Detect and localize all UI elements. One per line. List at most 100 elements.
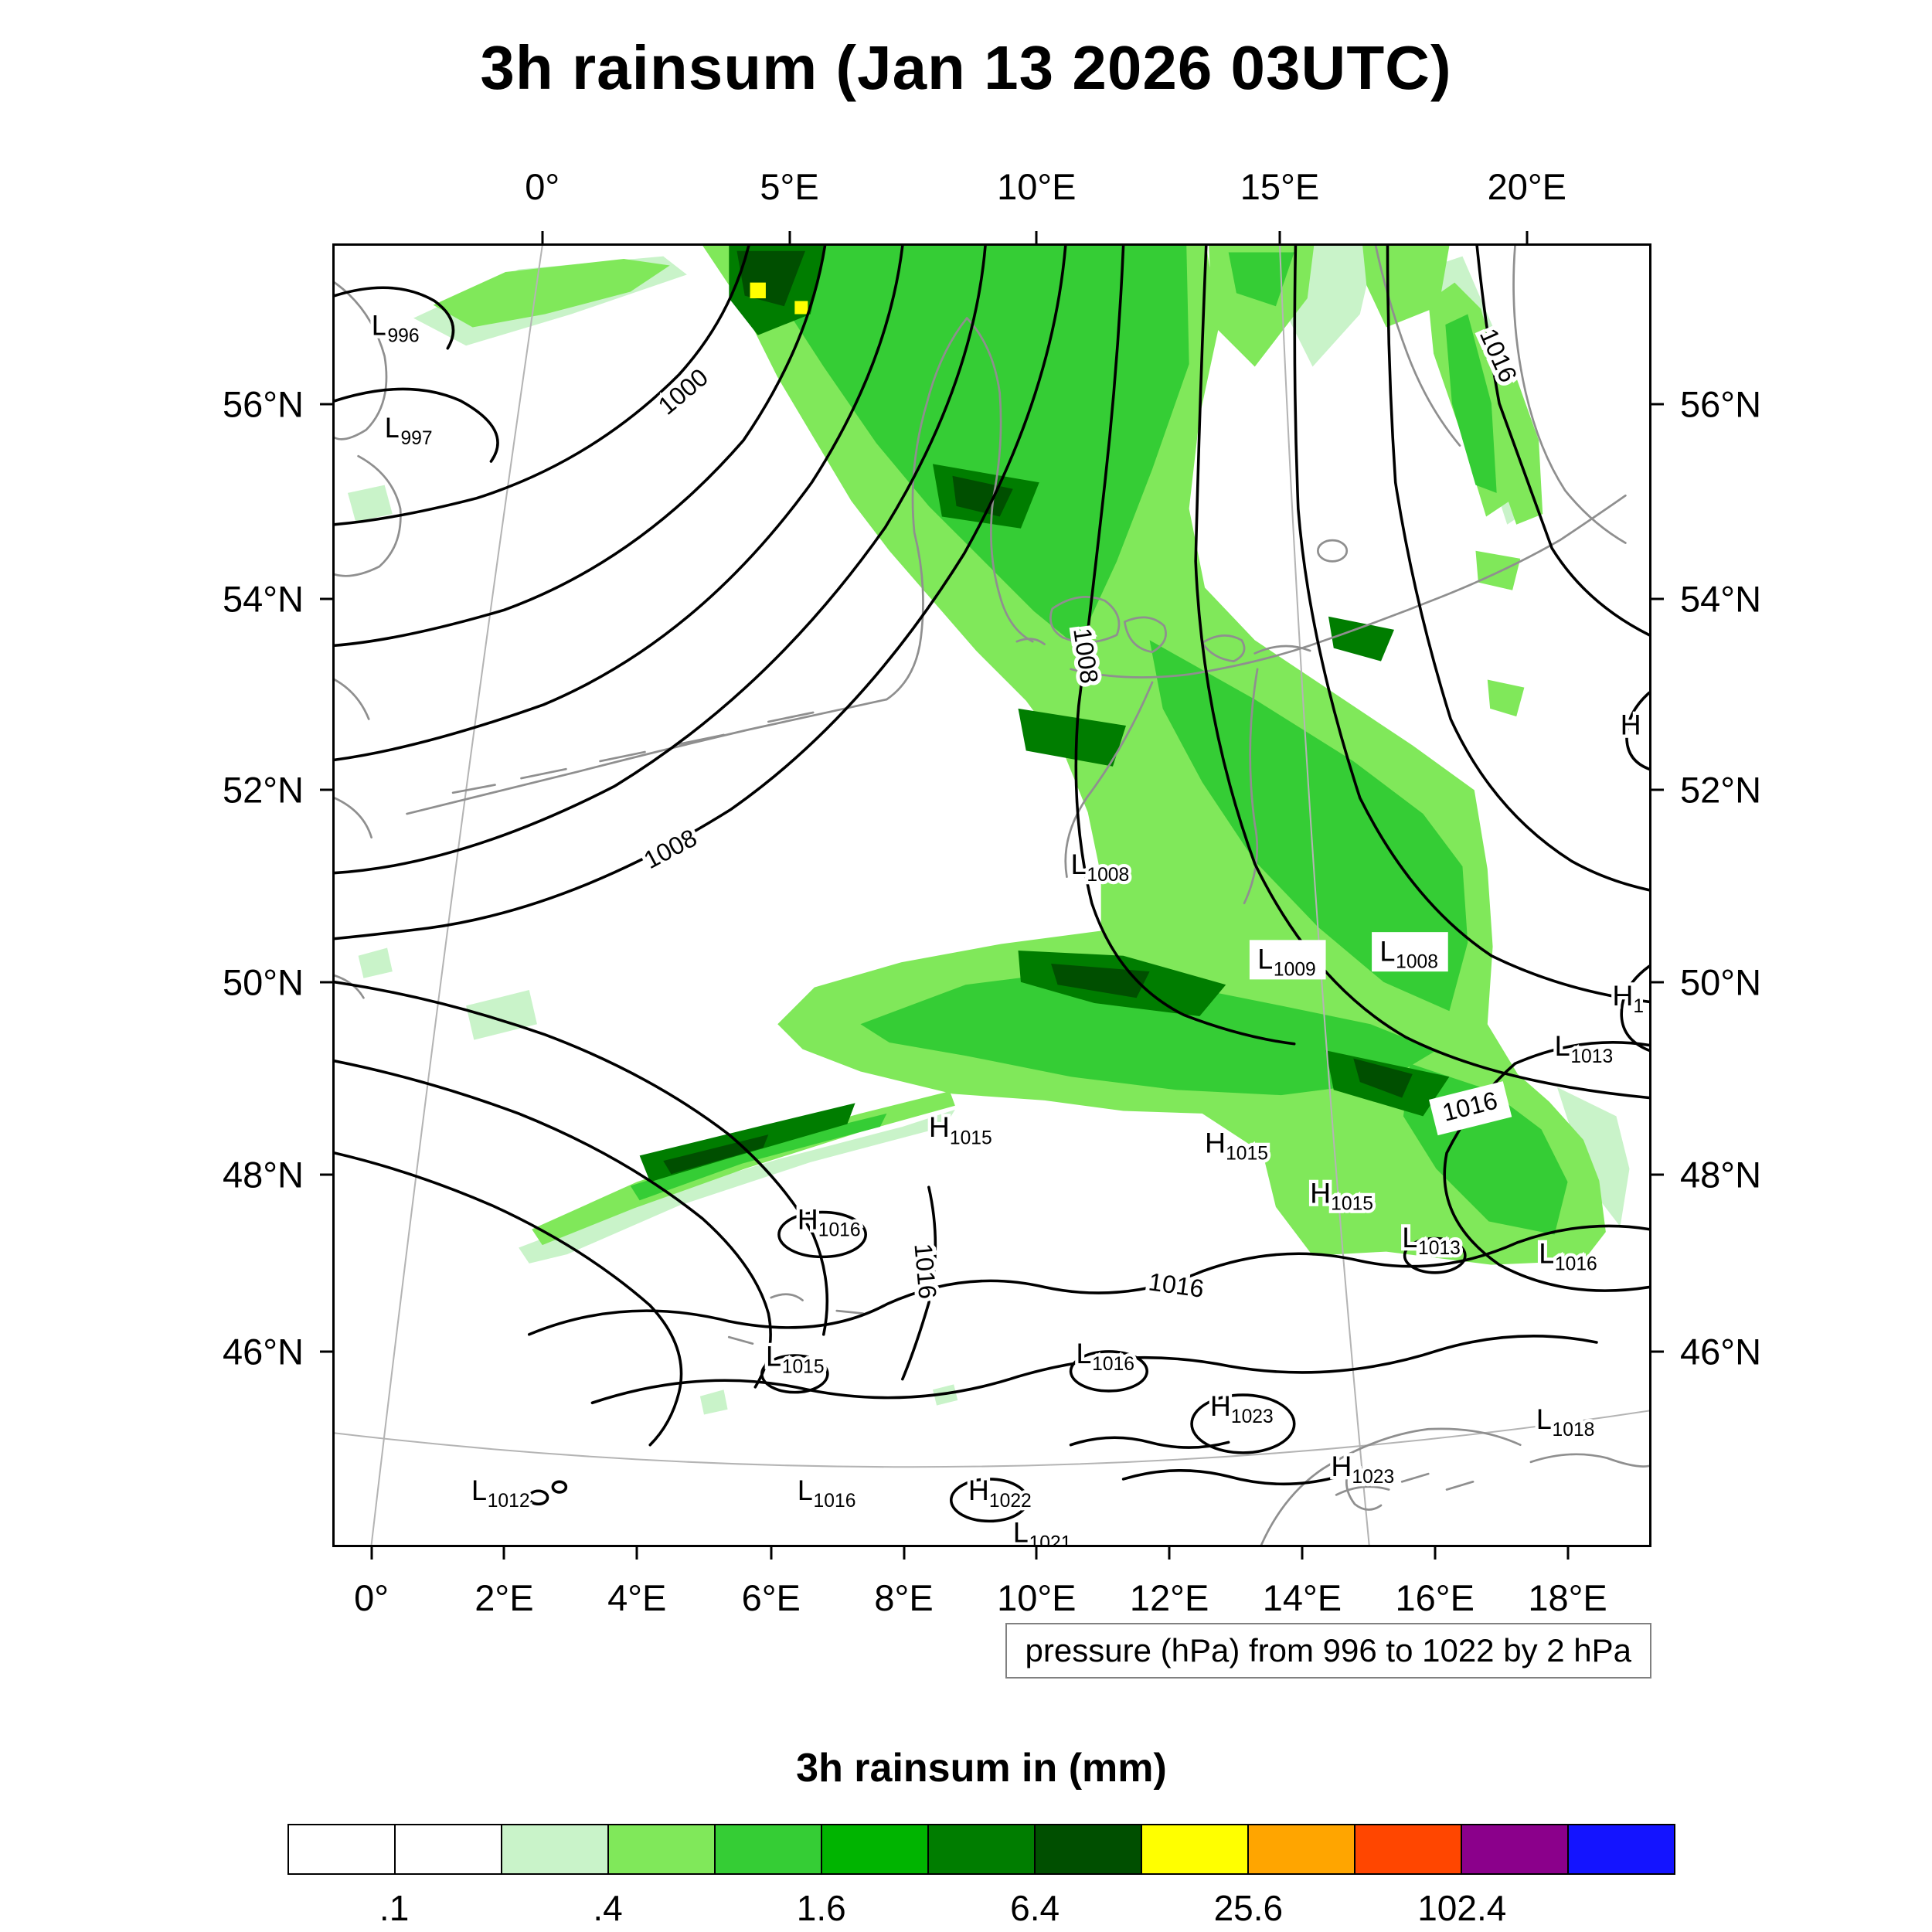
precip-area-medium (1445, 314, 1497, 493)
coastline (1374, 246, 1461, 447)
axis-tick-label: 10°E (997, 166, 1077, 207)
pressure-contour (1620, 964, 1649, 1053)
axis-tick-label: 6°E (741, 1577, 801, 1618)
axis-tick-label: 46°N (1680, 1331, 1762, 1372)
axis-tick-label: 18°E (1528, 1577, 1607, 1618)
coastline (1015, 638, 1046, 645)
pressure-center-l1012: L1012 (468, 1471, 533, 1515)
colorbar-segment (287, 1824, 396, 1875)
colorbar-title: 3h rainsum in (mm) (796, 1746, 1167, 1791)
precip-area-pale (519, 1109, 955, 1264)
pressure-contour-legend: pressure (hPa) from 996 to 1022 by 2 hPa (1005, 1623, 1651, 1679)
colorbar (287, 1824, 1675, 1875)
axis-tick (903, 1547, 906, 1560)
svg-text:L1015: L1015 (766, 1339, 825, 1377)
contour-label: 1016 (905, 1238, 945, 1304)
pressure-contour (335, 246, 827, 648)
axis-tick-label: 20°E (1487, 166, 1567, 207)
colorbar-labels: .1 .4 1.6 6.4 25.6 102.4 (287, 1887, 1675, 1930)
svg-text:H1015: H1015 (1310, 1176, 1373, 1214)
map-plot-area: 1000 1008 1008 1016 1016 1016 1016 L996 L997 L100… (223, 166, 1761, 1618)
axis-tick-label: 54°N (222, 578, 304, 620)
precip-area-vdark (1051, 963, 1150, 998)
pressure-center-l1016: L1016 (1073, 1334, 1138, 1378)
pressure-contour (335, 981, 829, 1336)
axis-tick (502, 1547, 505, 1560)
pressure-center-h1: H1 (1609, 976, 1647, 1020)
axis-tick (770, 1547, 773, 1560)
axis-tick (635, 1547, 638, 1560)
pressure-contour (1293, 246, 1649, 1004)
precip-area-light (1362, 246, 1450, 328)
svg-text:H1015: H1015 (929, 1111, 992, 1148)
colorbar-tick-label: 102.4 (1417, 1888, 1507, 1928)
axis-tick (788, 231, 791, 243)
colorbar-segment (1461, 1824, 1569, 1875)
axis-tick (1526, 231, 1529, 243)
axis-tick-label: 50°N (222, 961, 304, 1003)
precip-area-pale (699, 1389, 728, 1415)
contour-label: 1008 (635, 820, 706, 879)
pressure-contour (760, 1354, 829, 1394)
precip-area-medium (1228, 252, 1294, 307)
pressure-contour (1074, 246, 1296, 1046)
pressure-center-l1015: L1015 (763, 1336, 828, 1380)
axis-tick-label: 15°E (1240, 166, 1320, 207)
colorbar-segment (607, 1824, 716, 1875)
axis-tick (320, 788, 332, 791)
axis-tick (1035, 1547, 1038, 1560)
axis-tick-label: 8°E (874, 1577, 934, 1618)
colorbar-tick-label: .4 (593, 1888, 623, 1928)
axis-tick (320, 403, 332, 406)
axis-tick-label: 56°N (222, 383, 304, 425)
colorbar-tick-label: 1.6 (796, 1888, 846, 1928)
axis-tick-label: 52°N (1680, 769, 1762, 811)
coastline (1335, 1467, 1475, 1511)
coastline (1243, 668, 1259, 905)
coastline (1201, 634, 1246, 663)
colorbar-tick-label: 6.4 (1010, 1888, 1060, 1928)
pressure-contour (777, 1210, 867, 1259)
axis-tick-label: 50°N (1680, 961, 1762, 1003)
colorbar-segment (394, 1824, 502, 1875)
coastline (1512, 246, 1627, 544)
svg-text:H1023: H1023 (1331, 1450, 1394, 1488)
svg-text:1016: 1016 (909, 1243, 941, 1301)
precip-area-pale (358, 947, 393, 978)
axis-tick-label: 0° (525, 166, 560, 207)
precip-area-light (532, 1091, 955, 1246)
svg-text:L1012: L1012 (471, 1474, 530, 1512)
svg-text:L997: L997 (385, 411, 433, 449)
precip-area-vdark (1353, 1058, 1413, 1098)
precip-area-medium (630, 1113, 887, 1201)
pressure-center-h1015: H1015 (926, 1107, 995, 1151)
pressure-contour (335, 1151, 683, 1447)
coastline (1123, 616, 1167, 654)
axis-tick (1651, 788, 1664, 791)
precip-area-yellow (794, 301, 808, 315)
pressure-contour (1194, 246, 1649, 1100)
pressure-center-h1016: H1016 (794, 1199, 863, 1243)
graticule-line (1278, 246, 1370, 1545)
pressure-contour (335, 1060, 772, 1389)
pressure-contour (335, 246, 750, 526)
axis-tick (1278, 231, 1281, 243)
axis-tick-label: 16°E (1395, 1577, 1475, 1618)
axis-tick-label: 2°E (474, 1577, 534, 1618)
coastline (1316, 539, 1349, 563)
pressure-contour (1190, 1393, 1296, 1454)
colorbar-tick-label: 25.6 (1213, 1888, 1284, 1928)
pressure-contour (590, 1335, 1598, 1405)
axis-tick (1168, 1547, 1171, 1560)
axis-tick (1035, 231, 1038, 243)
axis-tick (1651, 1350, 1664, 1353)
coastline (1049, 596, 1121, 644)
coastline (727, 1293, 865, 1345)
colorbar-segment (821, 1824, 929, 1875)
svg-text:H: H (1621, 709, 1641, 741)
svg-text:L996: L996 (372, 308, 420, 346)
axis-tick (1434, 1547, 1437, 1560)
pressure-center-l1013: L1013 (1551, 1026, 1616, 1070)
